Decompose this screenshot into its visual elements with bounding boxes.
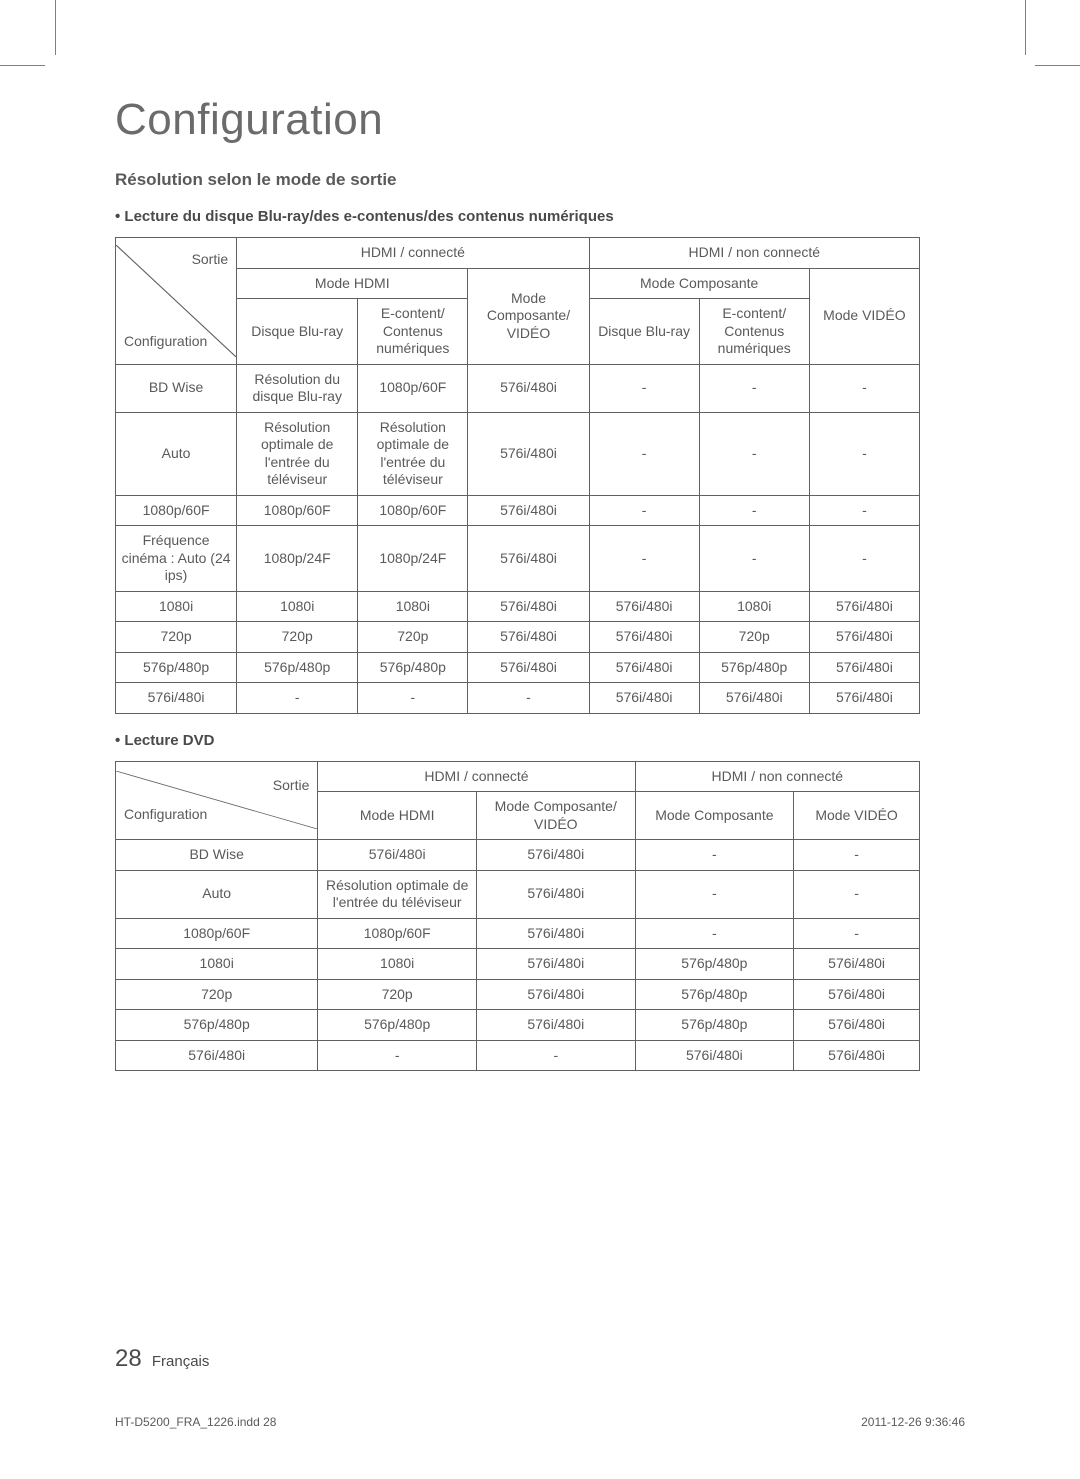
page-title: Configuration <box>115 95 965 145</box>
bullet-bluray: Lecture du disque Blu-ray/des e-contenus… <box>115 208 965 225</box>
resolution-table-bluray: Sortie Configuration HDMI / connecté HDM… <box>115 237 920 714</box>
table-row: 1080p/60F1080p/60F576i/480i-- <box>116 918 920 949</box>
table-row: 576p/480p576p/480p576i/480i576p/480p576i… <box>116 1010 920 1041</box>
header-sortie: Sortie <box>192 251 229 269</box>
th-hdmi-not-connected: HDMI / non connecté <box>635 761 919 792</box>
print-date: 2011-12-26 9:36:46 <box>861 1415 965 1429</box>
table-row: 576i/480i--576i/480i576i/480i <box>116 1040 920 1071</box>
table-row: 1080i1080i576i/480i576p/480p576i/480i <box>116 949 920 980</box>
crop-mark <box>0 65 45 66</box>
th-hdmi-connected: HDMI / connecté <box>237 238 589 269</box>
th-mode-video: Mode VIDÉO <box>809 268 919 364</box>
table-row: Fréquence cinéma : Auto (24 ips)1080p/24… <box>116 526 920 592</box>
header-configuration: Configuration <box>124 333 207 351</box>
table-row: 1080p/60F1080p/60F1080p/60F576i/480i--- <box>116 495 920 526</box>
header-sortie: Sortie <box>273 777 310 795</box>
crop-mark <box>55 0 56 55</box>
table-row: 1080i1080i1080i576i/480i576i/480i1080i57… <box>116 591 920 622</box>
page-language: Français <box>152 1353 210 1370</box>
table-row: 576i/480i---576i/480i576i/480i576i/480i <box>116 683 920 714</box>
th-mode-comp-video: Mode Composante/ VIDÉO <box>476 792 635 840</box>
print-file: HT-D5200_FRA_1226.indd 28 <box>115 1415 276 1429</box>
th-mode-hdmi: Mode HDMI <box>237 268 468 299</box>
table-row: BD Wise576i/480i576i/480i-- <box>116 840 920 871</box>
th-hdmi-connected: HDMI / connecté <box>318 761 635 792</box>
page-footer: 28 Français <box>115 1345 209 1373</box>
header-configuration: Configuration <box>124 806 207 824</box>
table-row: BD WiseRésolution du disque Blu-ray1080p… <box>116 364 920 412</box>
table-row: 720p720p720p576i/480i576i/480i720p576i/4… <box>116 622 920 653</box>
resolution-table-dvd: Sortie Configuration HDMI / connecté HDM… <box>115 761 920 1072</box>
crop-mark <box>1025 0 1026 55</box>
print-metadata: HT-D5200_FRA_1226.indd 28 2011-12-26 9:3… <box>115 1415 965 1429</box>
table-row: AutoRésolution optimale de l'entrée du t… <box>116 870 920 918</box>
th-hdmi-not-connected: HDMI / non connecté <box>589 238 919 269</box>
diagonal-header: Sortie Configuration <box>116 238 237 365</box>
th-mode-hdmi: Mode HDMI <box>318 792 477 840</box>
table-row: 576p/480p576p/480p576p/480p576i/480i576i… <box>116 652 920 683</box>
page-number: 28 <box>115 1345 142 1372</box>
th-mode-composante: Mode Composante <box>635 792 794 840</box>
th-mode-video: Mode VIDÉO <box>794 792 920 840</box>
th-disque-br: Disque Blu-ray <box>237 299 358 365</box>
bullet-dvd: Lecture DVD <box>115 732 965 749</box>
table-row: AutoRésolution optimale de l'entrée du t… <box>116 412 920 495</box>
section-subhead: Résolution selon le mode de sortie <box>115 170 965 190</box>
th-mode-comp-video: Mode Composante/ VIDÉO <box>468 268 589 364</box>
diagonal-header: Sortie Configuration <box>116 761 318 840</box>
th-econtent: E-content/ Contenus numériques <box>358 299 468 365</box>
th-disque-br: Disque Blu-ray <box>589 299 699 365</box>
table-row: 720p720p576i/480i576p/480p576i/480i <box>116 979 920 1010</box>
crop-mark <box>1035 65 1080 66</box>
th-mode-composante: Mode Composante <box>589 268 809 299</box>
th-econtent: E-content/ Contenus numériques <box>699 299 809 365</box>
